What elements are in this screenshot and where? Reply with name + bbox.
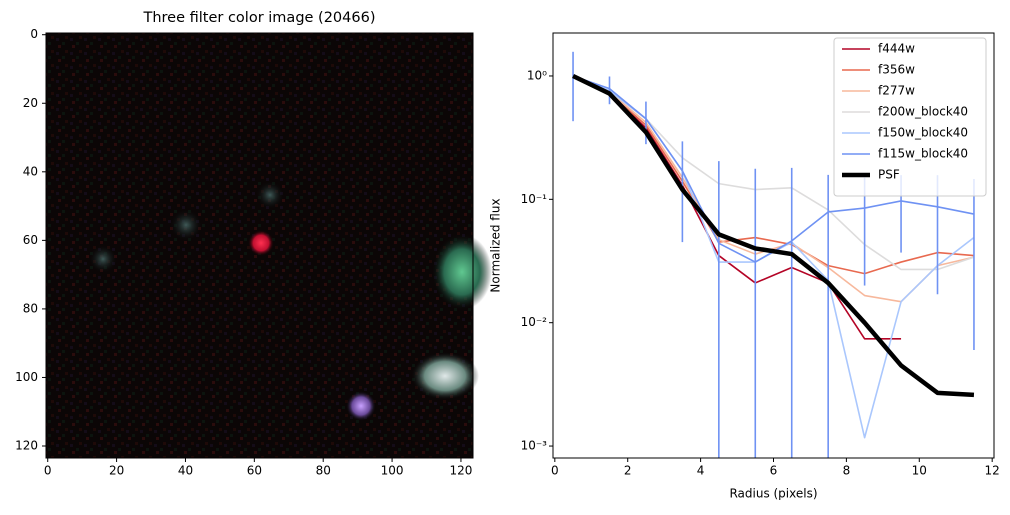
legend-label: f277w — [878, 84, 915, 98]
legend-label: f444w — [878, 42, 915, 56]
y-tick-label: 0 — [30, 27, 38, 41]
plot-area — [572, 51, 975, 458]
legend-label: f150w_block40 — [878, 126, 968, 140]
x-tick-label: 2 — [624, 464, 632, 478]
x-tick-label: 0 — [551, 464, 559, 478]
y-tick-label: 80 — [23, 301, 38, 315]
x-tick-label: 60 — [247, 464, 262, 478]
x-tick-label: 0 — [44, 464, 52, 478]
series-line — [572, 75, 975, 275]
legend-label: f356w — [878, 63, 915, 77]
y-tick-label: 120 — [15, 439, 38, 453]
x-tick-label: 6 — [770, 464, 778, 478]
y-tick-label: 100 — [15, 370, 38, 384]
legend-label: f115w_block40 — [878, 147, 968, 161]
color-image — [46, 33, 492, 458]
axes-frame — [552, 32, 995, 459]
legend-label: PSF — [878, 168, 900, 182]
x-tick-label: 8 — [843, 464, 851, 478]
y-axis-label: Normalized flux — [489, 198, 503, 292]
y-tick-label: 10⁻¹ — [521, 192, 548, 206]
x-tick-label: 80 — [316, 464, 331, 478]
x-tick-label: 20 — [109, 464, 124, 478]
x-tick-label: 10 — [912, 464, 927, 478]
legend-label: f200w_block40 — [878, 105, 968, 119]
y-tick-label: 40 — [23, 164, 38, 178]
y-tick-label: 60 — [23, 233, 38, 247]
axes-frame — [45, 32, 474, 459]
series-line — [572, 73, 975, 398]
y-tick-label: 10⁻² — [521, 315, 548, 329]
y-tick-label: 10⁰ — [527, 68, 547, 82]
y-tick-label: 20 — [23, 96, 38, 110]
x-tick-label: 4 — [697, 464, 705, 478]
x-tick-label: 100 — [381, 464, 404, 478]
chart-title: Three filter color image (20466) — [142, 10, 375, 26]
x-tick-label: 40 — [178, 464, 193, 478]
x-tick-label: 12 — [985, 464, 1000, 478]
x-axis-label: Radius (pixels) — [729, 487, 817, 501]
y-tick-label: 10⁻³ — [521, 439, 548, 453]
x-tick-label: 120 — [449, 464, 472, 478]
legend-box — [833, 37, 987, 197]
